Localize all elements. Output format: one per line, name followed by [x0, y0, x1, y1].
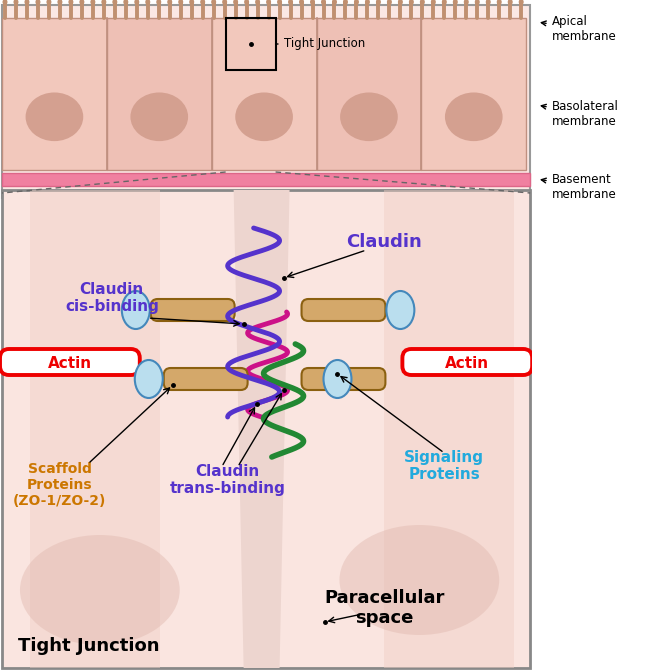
- Ellipse shape: [464, 0, 469, 5]
- Ellipse shape: [343, 0, 348, 5]
- Ellipse shape: [135, 360, 163, 398]
- Polygon shape: [384, 190, 514, 668]
- Ellipse shape: [445, 93, 502, 141]
- Text: Apical
membrane: Apical membrane: [541, 15, 617, 43]
- Ellipse shape: [190, 0, 194, 5]
- Ellipse shape: [57, 0, 62, 5]
- FancyBboxPatch shape: [302, 368, 386, 390]
- Ellipse shape: [134, 0, 140, 5]
- FancyBboxPatch shape: [164, 368, 248, 390]
- Ellipse shape: [354, 0, 359, 5]
- Ellipse shape: [332, 0, 337, 5]
- Bar: [2, 173, 530, 186]
- Polygon shape: [234, 190, 289, 668]
- Polygon shape: [2, 18, 107, 170]
- Ellipse shape: [387, 0, 392, 5]
- Ellipse shape: [244, 0, 249, 5]
- Ellipse shape: [277, 0, 282, 5]
- Text: Claudin: Claudin: [347, 233, 422, 251]
- Ellipse shape: [90, 0, 95, 5]
- Text: Claudin
trans-binding: Claudin trans-binding: [169, 464, 286, 496]
- Bar: [226, 18, 276, 70]
- Ellipse shape: [167, 0, 172, 5]
- Ellipse shape: [266, 0, 271, 5]
- Ellipse shape: [519, 0, 524, 5]
- Polygon shape: [421, 18, 526, 170]
- Ellipse shape: [299, 0, 304, 5]
- FancyBboxPatch shape: [0, 349, 140, 375]
- Ellipse shape: [25, 0, 29, 5]
- Ellipse shape: [386, 291, 414, 329]
- FancyBboxPatch shape: [151, 299, 235, 321]
- Ellipse shape: [101, 0, 106, 5]
- Ellipse shape: [398, 0, 403, 5]
- Ellipse shape: [475, 0, 480, 5]
- Ellipse shape: [235, 93, 293, 141]
- FancyBboxPatch shape: [302, 299, 386, 321]
- FancyBboxPatch shape: [402, 349, 532, 375]
- Polygon shape: [317, 18, 421, 170]
- Ellipse shape: [340, 93, 398, 141]
- Ellipse shape: [145, 0, 151, 5]
- Text: Tight Junction: Tight Junction: [18, 637, 160, 655]
- Ellipse shape: [442, 0, 447, 5]
- Ellipse shape: [36, 0, 40, 5]
- Text: Actin: Actin: [48, 356, 92, 370]
- Ellipse shape: [25, 93, 83, 141]
- Ellipse shape: [211, 0, 216, 5]
- Ellipse shape: [68, 0, 73, 5]
- Ellipse shape: [431, 0, 436, 5]
- Ellipse shape: [321, 0, 326, 5]
- Ellipse shape: [14, 0, 18, 5]
- Ellipse shape: [79, 0, 84, 5]
- Text: Claudin
cis-binding: Claudin cis-binding: [65, 282, 159, 314]
- Ellipse shape: [178, 0, 183, 5]
- Ellipse shape: [130, 93, 188, 141]
- Ellipse shape: [122, 291, 150, 329]
- Ellipse shape: [365, 0, 370, 5]
- Ellipse shape: [323, 360, 352, 398]
- Text: Tight Junction: Tight Junction: [276, 38, 365, 50]
- Ellipse shape: [123, 0, 129, 5]
- Text: Scaffold
Proteins
(ZO-1/ZO-2): Scaffold Proteins (ZO-1/ZO-2): [13, 462, 106, 509]
- Polygon shape: [107, 18, 212, 170]
- Bar: [2, 5, 530, 198]
- Ellipse shape: [3, 0, 8, 5]
- Ellipse shape: [420, 0, 425, 5]
- Ellipse shape: [339, 525, 499, 635]
- Ellipse shape: [496, 0, 502, 5]
- Text: Basolateral
membrane: Basolateral membrane: [541, 100, 618, 128]
- Text: Basement
membrane: Basement membrane: [541, 173, 617, 201]
- Polygon shape: [212, 18, 317, 170]
- Ellipse shape: [47, 0, 51, 5]
- Ellipse shape: [20, 535, 180, 645]
- Bar: [2, 190, 530, 668]
- Ellipse shape: [233, 0, 238, 5]
- Ellipse shape: [200, 0, 205, 5]
- Ellipse shape: [222, 0, 227, 5]
- Polygon shape: [30, 190, 160, 668]
- Ellipse shape: [310, 0, 315, 5]
- Ellipse shape: [112, 0, 117, 5]
- Text: Signaling
Proteins: Signaling Proteins: [404, 450, 484, 482]
- Ellipse shape: [156, 0, 161, 5]
- Ellipse shape: [508, 0, 513, 5]
- Text: Paracellular
space: Paracellular space: [324, 588, 445, 627]
- Ellipse shape: [376, 0, 381, 5]
- Ellipse shape: [255, 0, 260, 5]
- Ellipse shape: [453, 0, 458, 5]
- Ellipse shape: [485, 0, 491, 5]
- Ellipse shape: [288, 0, 293, 5]
- Ellipse shape: [409, 0, 414, 5]
- Text: Actin: Actin: [445, 356, 489, 370]
